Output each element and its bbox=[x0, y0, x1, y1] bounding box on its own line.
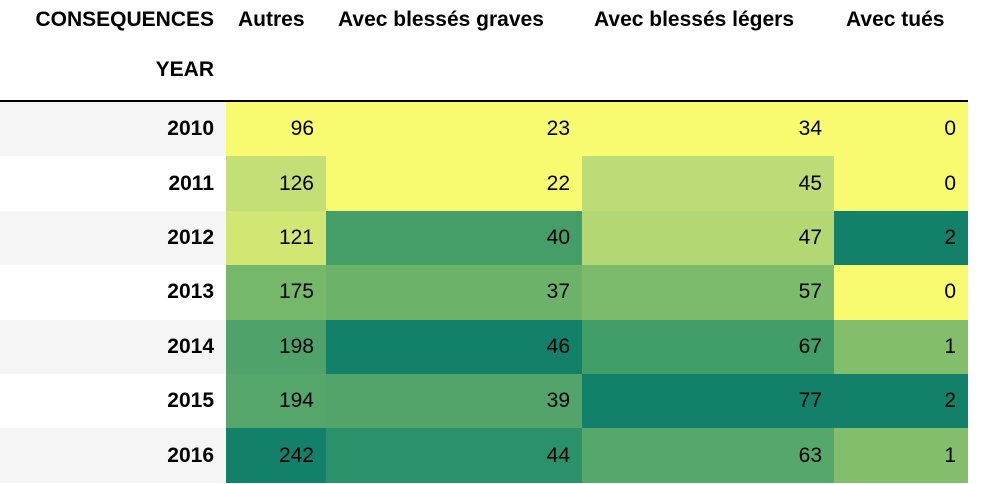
cell-avec-blesses-legers: 63 bbox=[582, 428, 834, 483]
row-year-label: 2012 bbox=[0, 210, 226, 266]
column-header-row: CONSEQUENCES Autres Avec blessés graves … bbox=[0, 0, 968, 40]
cell-avec-blesses-graves: 39 bbox=[326, 373, 582, 429]
cell-avec-blesses-legers: 77 bbox=[582, 373, 834, 429]
cell-avec-tues: 2 bbox=[834, 373, 968, 429]
row-year-label: 2016 bbox=[0, 428, 226, 483]
table-row: 2012 121 40 47 2 bbox=[0, 210, 968, 266]
index-header-spacer bbox=[582, 40, 834, 102]
cell-avec-blesses-legers: 45 bbox=[582, 156, 834, 211]
cell-avec-tues: 2 bbox=[834, 210, 968, 266]
cell-autres: 175 bbox=[226, 265, 326, 320]
cell-autres: 194 bbox=[226, 373, 326, 429]
columns-name-label: CONSEQUENCES bbox=[35, 8, 214, 31]
table-row: 2016 242 44 63 1 bbox=[0, 428, 968, 483]
column-header-avec-blesses-graves: Avec blessés graves bbox=[338, 8, 544, 31]
cell-autres: 198 bbox=[226, 319, 326, 374]
table-body: 2010 96 23 34 0 2011 126 22 45 0 2012 121 40 47 2 2013 1… bbox=[0, 101, 968, 483]
cell-avec-blesses-graves: 37 bbox=[326, 265, 582, 320]
cell-avec-blesses-graves: 40 bbox=[326, 210, 582, 266]
cell-avec-blesses-graves: 46 bbox=[326, 319, 582, 374]
table-row: 2015 194 39 77 2 bbox=[0, 373, 968, 429]
index-header-spacer bbox=[834, 40, 968, 102]
cell-avec-blesses-graves: 23 bbox=[326, 101, 582, 157]
cell-autres: 96 bbox=[226, 101, 326, 157]
column-header-autres: Autres bbox=[238, 8, 305, 31]
cell-avec-tues: 0 bbox=[834, 156, 968, 211]
row-year-label: 2011 bbox=[0, 156, 226, 211]
cell-avec-blesses-legers: 34 bbox=[582, 101, 834, 157]
index-name-label: YEAR bbox=[0, 40, 226, 102]
heatmap-table: CONSEQUENCES Autres Avec blessés graves … bbox=[0, 0, 968, 483]
cell-avec-blesses-legers: 47 bbox=[582, 210, 834, 266]
index-header-row: YEAR bbox=[0, 40, 968, 102]
table-row: 2014 198 46 67 1 bbox=[0, 319, 968, 374]
cell-avec-blesses-legers: 67 bbox=[582, 319, 834, 374]
cell-avec-blesses-graves: 22 bbox=[326, 156, 582, 211]
row-year-label: 2014 bbox=[0, 319, 226, 374]
index-header-spacer bbox=[226, 40, 326, 102]
cell-avec-blesses-graves: 44 bbox=[326, 428, 582, 483]
index-header-spacer bbox=[326, 40, 582, 102]
cell-avec-blesses-legers: 57 bbox=[582, 265, 834, 320]
row-year-label: 2010 bbox=[0, 101, 226, 157]
table-row: 2011 126 22 45 0 bbox=[0, 156, 968, 211]
cell-avec-tues: 0 bbox=[834, 101, 968, 157]
cell-avec-tues: 0 bbox=[834, 265, 968, 320]
column-header-avec-tues: Avec tués bbox=[846, 8, 945, 31]
cell-autres: 242 bbox=[226, 428, 326, 483]
table-row: 2013 175 37 57 0 bbox=[0, 265, 968, 320]
row-year-label: 2015 bbox=[0, 373, 226, 429]
column-header-avec-blesses-legers: Avec blessés légers bbox=[594, 8, 795, 31]
cell-autres: 121 bbox=[226, 210, 326, 266]
row-year-label: 2013 bbox=[0, 265, 226, 320]
cell-autres: 126 bbox=[226, 156, 326, 211]
cell-avec-tues: 1 bbox=[834, 319, 968, 374]
table-row: 2010 96 23 34 0 bbox=[0, 101, 968, 157]
cell-avec-tues: 1 bbox=[834, 428, 968, 483]
